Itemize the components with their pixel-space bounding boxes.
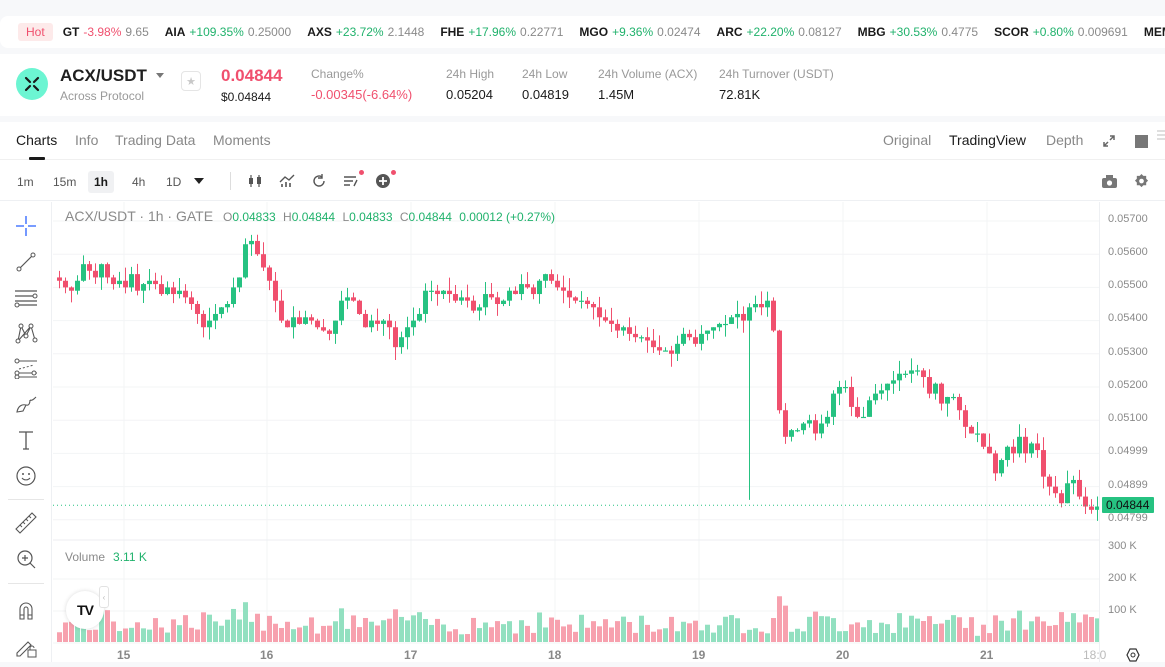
chart-settings-gear-icon[interactable] — [1132, 172, 1150, 190]
tradingview-logo-icon[interactable]: TV — [66, 591, 104, 629]
legend-high: 0.04844 — [291, 210, 336, 224]
interval-4h[interactable]: 4h — [132, 175, 146, 189]
interval-1h[interactable]: 1h — [88, 171, 115, 193]
current-price-tag: 0.04844 — [1102, 497, 1154, 513]
section-tabs: Charts Info Trading Data Moments Origina… — [0, 122, 1165, 160]
tradingview-chart[interactable]: ACX/USDT · 1h · GATE O0.04833 H0.04844 L… — [53, 202, 1165, 662]
legend-title: ACX/USDT · 1h · GATE — [65, 208, 214, 224]
templates-icon[interactable] — [342, 172, 360, 190]
view-depth[interactable]: Depth — [1046, 132, 1084, 148]
toolbar-divider — [230, 172, 231, 190]
view-original[interactable]: Original — [883, 132, 932, 148]
ticker-item[interactable]: GT -3.98% 9.65 — [62, 25, 149, 39]
axis-settings-icon[interactable] — [1126, 648, 1140, 667]
tab-trading-data[interactable]: Trading Data — [115, 132, 196, 148]
legend-close: 0.04844 — [408, 210, 452, 224]
emoji-icon[interactable] — [13, 463, 39, 489]
interval-1m[interactable]: 1m — [17, 175, 34, 189]
chart-panel: Charts Info Trading Data Moments Origina… — [0, 122, 1165, 662]
pair-selector[interactable]: ACX/USDT — [60, 66, 147, 85]
crosshair-icon[interactable] — [13, 213, 39, 239]
favorite-star-icon[interactable]: ★ — [181, 71, 201, 91]
ticker-item[interactable]: SCOR +0.80% 0.009691 — [994, 25, 1128, 39]
hot-ticker-bar: Hot GT -3.98% 9.65 AIA +109.35% 0.25000 AXS +23… — [0, 16, 1165, 48]
chart-toolbar: 1m 15m 1h 4h 1D — [0, 161, 1165, 201]
stat-24h-turnover: 24h Turnover (USDT) 72.81K — [719, 67, 834, 102]
tab-charts[interactable]: Charts — [16, 132, 58, 148]
view-tradingview[interactable]: TradingView — [949, 132, 1027, 148]
ticker-item[interactable]: MEME — [1143, 25, 1165, 39]
add-indicator-icon[interactable] — [374, 172, 392, 190]
ticker-item[interactable]: ARC +22.20% 0.08127 — [716, 25, 842, 39]
text-tool-icon[interactable] — [13, 427, 39, 453]
screenshot-camera-icon[interactable] — [1100, 172, 1118, 190]
ticker-item[interactable]: MBG +30.53% 0.4775 — [857, 25, 979, 39]
magnet-icon[interactable] — [13, 597, 39, 623]
horizontal-lines-icon[interactable] — [13, 284, 39, 310]
legend-open: 0.04833 — [232, 210, 276, 224]
stat-24h-volume: 24h Volume (ACX) 1.45M — [598, 67, 698, 102]
stat-24h-low: 24h Low 0.04819 — [522, 67, 569, 102]
pair-dropdown-icon[interactable] — [156, 73, 164, 78]
token-name: Across Protocol — [60, 89, 145, 103]
replay-icon[interactable] — [310, 172, 328, 190]
ticker-item[interactable]: FHE +17.96% 0.22771 — [440, 25, 564, 39]
brush-icon[interactable] — [13, 391, 39, 417]
pair-header: ACX/USDT Across Protocol ★ 0.04844 $0.04… — [0, 54, 1165, 116]
volume-legend: Volume 3.11 K — [65, 550, 147, 564]
candlestick-plot[interactable] — [53, 202, 1099, 662]
pattern-icon[interactable] — [13, 320, 39, 346]
toolbar-separator — [8, 583, 44, 584]
interval-15m[interactable]: 15m — [53, 175, 77, 189]
legend-low: 0.04833 — [349, 210, 393, 224]
volume-value: 3.11 K — [113, 550, 147, 564]
active-tab-indicator — [29, 157, 45, 160]
hot-label[interactable]: Hot — [18, 23, 53, 41]
fib-retracement-icon[interactable] — [13, 355, 39, 381]
trend-line-icon[interactable] — [13, 249, 39, 275]
interval-dropdown-icon[interactable] — [190, 172, 208, 190]
ruler-measure-icon[interactable] — [13, 510, 39, 536]
collapse-toolbar-icon[interactable]: ‹ — [99, 586, 109, 608]
legend-change: 0.00012 (+0.27%) — [459, 210, 556, 224]
menu-icon[interactable] — [1155, 126, 1165, 144]
lock-drawings-icon[interactable] — [13, 633, 39, 659]
layout-square-icon[interactable] — [1132, 132, 1150, 150]
stat-change: Change% -0.00345(-6.64%) — [311, 67, 413, 102]
expand-icon[interactable] — [1100, 132, 1118, 150]
last-price: 0.04844 — [221, 66, 283, 85]
tab-info[interactable]: Info — [75, 132, 99, 148]
price-axis[interactable]: 0.05700 0.05600 0.05500 0.05400 0.05300 … — [1099, 202, 1165, 662]
toolbar-separator — [8, 499, 44, 500]
ticker-item[interactable]: AIA +109.35% 0.25000 — [164, 25, 292, 39]
candle-type-icon[interactable] — [246, 172, 264, 190]
interval-1d[interactable]: 1D — [166, 175, 182, 189]
drawing-toolbar — [0, 202, 52, 662]
chart-legend: ACX/USDT · 1h · GATE O0.04833 H0.04844 L… — [65, 208, 556, 224]
ticker-item[interactable]: AXS +23.72% 2.1448 — [307, 25, 425, 39]
indicators-icon[interactable] — [278, 172, 296, 190]
usd-price: $0.04844 — [221, 90, 272, 104]
templates-badge — [359, 170, 364, 175]
stat-24h-high: 24h High 0.05204 — [446, 67, 495, 102]
zoom-in-icon[interactable] — [13, 546, 39, 572]
add-indicator-badge — [391, 170, 396, 175]
tab-moments[interactable]: Moments — [213, 132, 271, 148]
ticker-item[interactable]: MGO +9.36% 0.02474 — [579, 25, 701, 39]
acx-logo-icon — [16, 68, 48, 100]
